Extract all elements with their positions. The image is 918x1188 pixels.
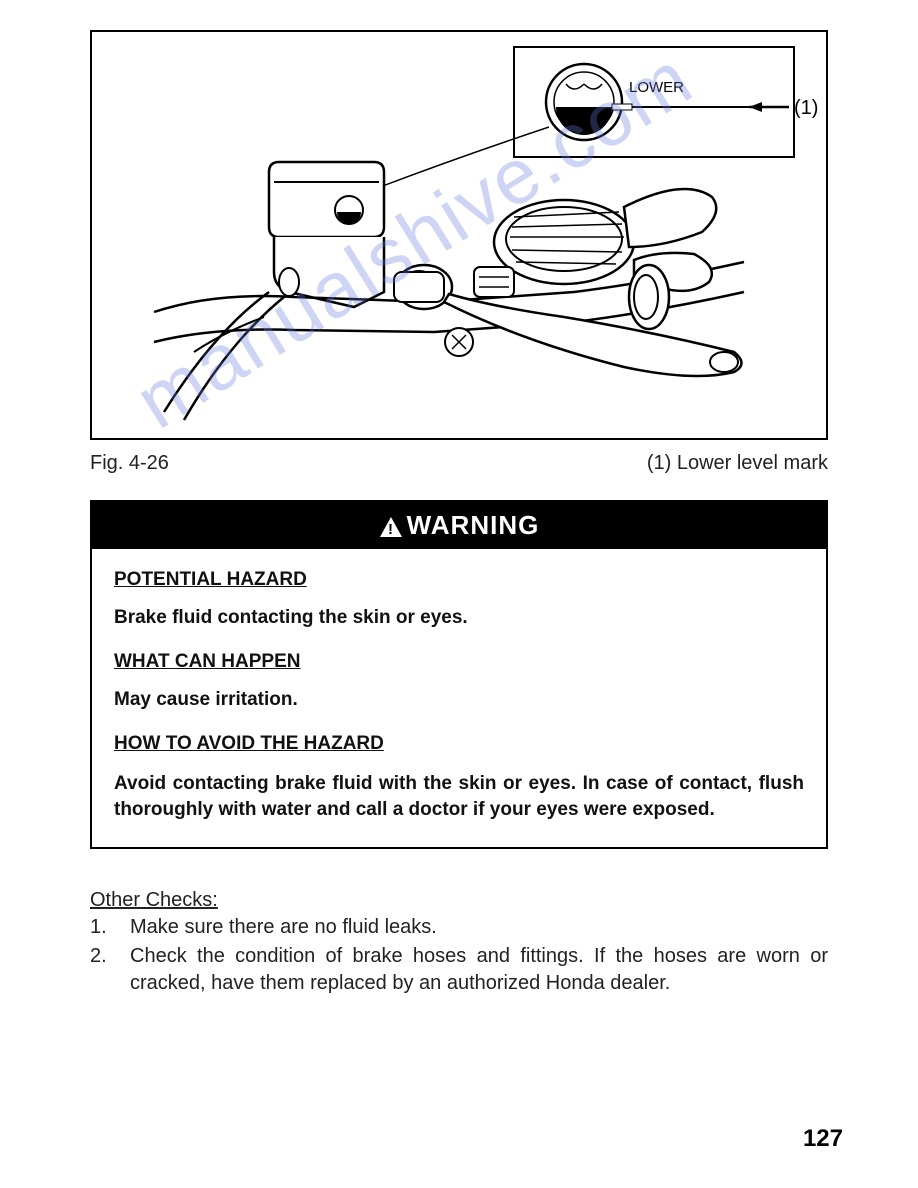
hazard-heading: POTENTIAL HAZARD xyxy=(114,569,804,591)
list-text: Check the condition of brake hoses and f… xyxy=(130,943,828,997)
page-number: 127 xyxy=(803,1125,843,1153)
list-text: Make sure there are no fluid leaks. xyxy=(130,914,828,941)
list-item: 2. Check the condition of brake hoses an… xyxy=(90,943,828,997)
figure-box: LOWER (1) xyxy=(90,30,828,440)
list-item: 1. Make sure there are no fluid leaks. xyxy=(90,914,828,941)
figure-caption: Fig. 4-26 (1) Lower level mark xyxy=(90,452,828,475)
list-num: 1. xyxy=(90,914,130,941)
figure-illustration: LOWER (1) xyxy=(92,32,826,438)
figure-legend: (1) Lower level mark xyxy=(647,452,828,475)
svg-text:!: ! xyxy=(388,521,394,538)
happen-heading: WHAT CAN HAPPEN xyxy=(114,651,804,673)
warning-body: POTENTIAL HAZARD Brake fluid contacting … xyxy=(92,549,826,847)
avoid-heading: HOW TO AVOID THE HAZARD xyxy=(114,733,804,755)
hazard-text: Brake fluid contacting the skin or eyes. xyxy=(114,607,804,629)
avoid-text: Avoid contacting brake fluid with the sk… xyxy=(114,771,804,822)
lower-label: LOWER xyxy=(629,79,684,96)
other-checks: Other Checks: 1. Make sure there are no … xyxy=(90,889,828,997)
warning-triangle-icon: ! xyxy=(379,516,403,538)
warning-header-text: WARNING xyxy=(407,510,540,540)
happen-text: May cause irritation. xyxy=(114,689,804,711)
warning-header: ! WARNING xyxy=(92,502,826,549)
figure-number: Fig. 4-26 xyxy=(90,452,169,475)
checks-list: 1. Make sure there are no fluid leaks. 2… xyxy=(90,914,828,997)
warning-box: ! WARNING POTENTIAL HAZARD Brake fluid c… xyxy=(90,500,828,849)
callout-one: (1) xyxy=(794,97,818,119)
other-checks-title: Other Checks: xyxy=(90,889,828,912)
list-num: 2. xyxy=(90,943,130,997)
